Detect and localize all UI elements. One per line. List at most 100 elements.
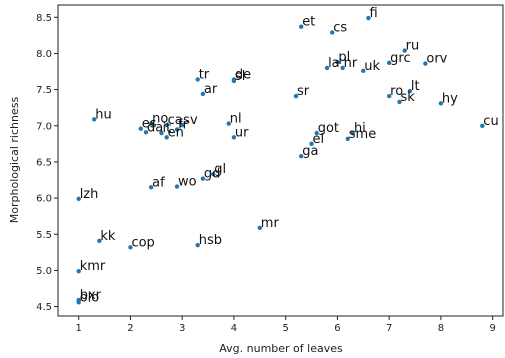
- data-points: [76, 15, 485, 305]
- data-point-mr: [257, 225, 263, 230]
- data-point-gd: [200, 176, 206, 181]
- data-point-olo: [76, 300, 81, 305]
- data-label-et: et: [302, 15, 315, 30]
- x-tick-label: 2: [127, 323, 133, 334]
- y-tick-label: 4.5: [36, 302, 52, 313]
- data-point-nl: [226, 121, 231, 126]
- data-point-grc: [386, 60, 392, 66]
- data-point-el: [309, 141, 314, 147]
- data-label-got: got: [318, 121, 339, 136]
- data-label-olo: olo: [80, 290, 100, 305]
- data-label-ar: ar: [204, 82, 218, 97]
- data-label-hy: hy: [442, 91, 458, 106]
- y-tick-label: 6.5: [36, 157, 52, 168]
- data-point-no: [148, 121, 154, 126]
- data-label-nl: nl: [230, 112, 242, 127]
- data-point-hsb: [195, 242, 200, 248]
- data-label-lt: lt: [411, 79, 420, 94]
- data-label-sme: sme: [349, 127, 376, 142]
- data-point-hy: [438, 101, 444, 106]
- y-tick-label: 7.5: [36, 85, 52, 96]
- data-point-pl: [335, 59, 340, 65]
- plot-frame: [57, 4, 504, 317]
- x-tick-label: 5: [282, 323, 288, 334]
- data-label-hr: hr: [344, 56, 358, 71]
- data-point-fr: [174, 127, 180, 132]
- data-point-sme: [345, 136, 350, 142]
- data-point-kk: [97, 238, 102, 243]
- data-label-kk: kk: [100, 229, 116, 244]
- data-point-got: [314, 130, 319, 136]
- data-point-la: [324, 65, 330, 71]
- data-point-sr: [293, 93, 299, 99]
- data-label-de: de: [235, 67, 251, 82]
- data-point-lt: [407, 88, 413, 94]
- data-label-ro: ro: [390, 84, 403, 99]
- data-point-af: [148, 185, 154, 190]
- y-tick-label: 7.0: [36, 121, 52, 132]
- data-point-hu: [92, 117, 97, 122]
- data-point-sv: [179, 122, 185, 128]
- data-label-bxr: bxr: [80, 288, 102, 303]
- data-label-ur: ur: [235, 125, 249, 140]
- data-point-ar: [200, 91, 206, 97]
- data-label-fi: fi: [369, 6, 377, 21]
- data-label-sv: sv: [183, 113, 198, 128]
- data-label-da: da: [147, 120, 163, 135]
- data-point-lzh: [76, 196, 81, 202]
- y-axis-ticks: 4.5 5.0 5.5 6.0 6.5 7.0 7.5 8.0 8.5: [36, 13, 58, 313]
- y-tick-label: 8.0: [36, 49, 52, 60]
- data-label-en: en: [168, 125, 184, 140]
- data-point-en: [164, 135, 169, 140]
- data-label-af: af: [152, 175, 165, 190]
- data-label-wo: wo: [178, 175, 197, 190]
- data-point-cop: [128, 245, 133, 250]
- data-point-kmr: [76, 268, 81, 274]
- data-label-cu: cu: [483, 114, 498, 129]
- data-point-gl: [211, 172, 216, 177]
- y-tick-label: 5.0: [36, 266, 52, 277]
- data-label-mr: mr: [261, 216, 280, 231]
- data-point-es: [138, 126, 143, 131]
- data-label-el: el: [313, 132, 325, 147]
- data-label-gd: gd: [204, 167, 221, 182]
- data-label-it: it: [162, 121, 171, 136]
- data-label-tr: tr: [199, 67, 210, 82]
- x-tick-label: 7: [386, 323, 392, 334]
- data-point-orv: [423, 61, 428, 66]
- data-point-ur: [231, 135, 237, 140]
- data-point-hr: [340, 65, 345, 71]
- data-label-uk: uk: [364, 59, 380, 74]
- data-point-ga: [298, 153, 304, 159]
- x-axis-ticks: 1 2 3 4 5 6 7 8 9: [76, 316, 496, 334]
- data-point-cs: [330, 30, 335, 35]
- data-label-hi: hi: [354, 121, 366, 136]
- data-point-tr: [195, 77, 200, 82]
- data-label-orv: orv: [426, 52, 447, 67]
- data-point-cu: [480, 123, 485, 128]
- data-label-pl: pl: [338, 50, 350, 65]
- data-point-hi: [350, 130, 356, 136]
- data-label-sk: sk: [401, 90, 416, 105]
- data-label-grc: grc: [390, 51, 410, 66]
- data-label-ga: ga: [302, 144, 318, 159]
- data-label-hu: hu: [95, 107, 111, 122]
- data-label-cs: cs: [333, 20, 347, 35]
- plot-area: [57, 4, 504, 317]
- y-axis-label: Morphological richness: [8, 97, 21, 224]
- data-label-hsb: hsb: [199, 233, 222, 248]
- data-point-fi: [366, 15, 371, 21]
- data-point-et: [298, 24, 304, 29]
- y-tick-label: 5.5: [36, 230, 52, 241]
- data-label-cop: cop: [131, 235, 154, 250]
- data-label-fr: fr: [178, 117, 189, 132]
- x-tick-label: 9: [489, 323, 495, 334]
- data-label-sr: sr: [297, 84, 310, 99]
- data-point-ro: [386, 93, 392, 99]
- data-label-es: es: [142, 117, 157, 132]
- data-label-ru: ru: [406, 39, 420, 54]
- data-label-no: no: [152, 112, 168, 127]
- data-label-lzh: lzh: [80, 187, 99, 202]
